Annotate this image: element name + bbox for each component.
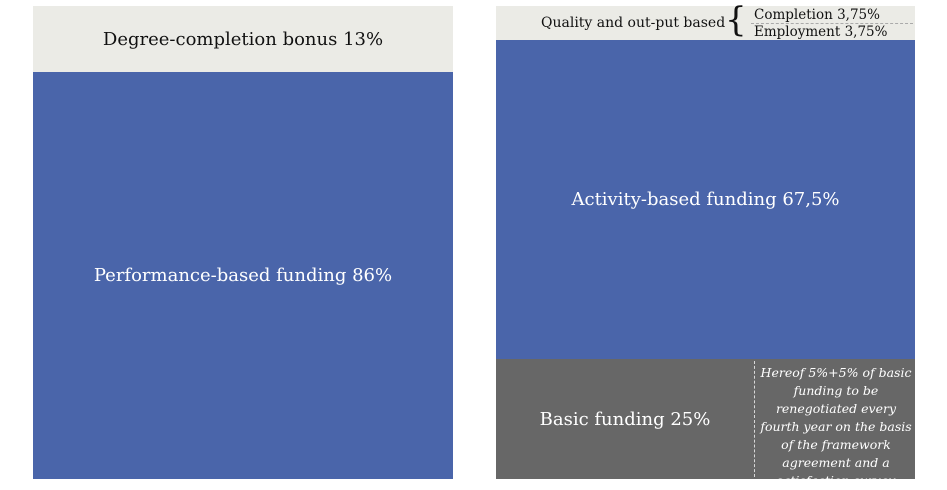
degree-completion-bonus-segment: Degree-completion bonus 13% [33, 6, 453, 72]
quality-sub-items: Completion 3,75% Employment 3,75% [751, 7, 913, 40]
performance-based-funding-segment: Performance-based funding 86% [33, 72, 453, 479]
basic-funding-note: Hereof 5%+5% of basic funding to be rene… [760, 365, 912, 488]
degree-completion-bonus-label: Degree-completion bonus 13% [102, 28, 384, 50]
employment-item: Employment 3,75% [754, 24, 888, 40]
basic-note-divider [754, 361, 755, 477]
completion-item: Completion 3,75% [754, 7, 880, 23]
quality-output-label: Quality and out-put based [541, 15, 726, 31]
quality-output-segment: Quality and out-put based { Completion 3… [496, 0, 915, 40]
performance-based-funding-label: Performance-based funding 86% [93, 265, 393, 286]
right-funding-stack: Quality and out-put based { Completion 3… [496, 0, 915, 488]
basic-funding-label: Basic funding 25% [539, 408, 711, 430]
basic-funding-segment: Basic funding 25% Hereof 5%+5% of basic … [496, 359, 915, 488]
activity-based-funding-label: Activity-based funding 67,5% [571, 189, 840, 210]
left-funding-stack: Degree-completion bonus 13% Performance-… [33, 6, 453, 479]
activity-based-funding-segment: Activity-based funding 67,5% [496, 40, 915, 359]
curly-brace-icon: { [725, 0, 747, 40]
sub-item-divider [751, 23, 913, 24]
